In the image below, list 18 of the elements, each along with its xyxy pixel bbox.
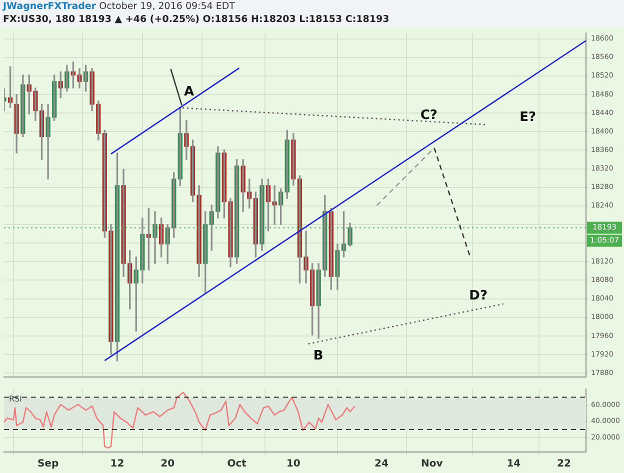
x-tick-label: 20 <box>160 458 175 470</box>
x-tick-label: Sep <box>37 458 59 470</box>
chart-subtitle: FX:US30, 180 18193 ▲ +46 (+0.25%) O:18156 H:18203 L:18153 C:18193 <box>3 13 390 26</box>
x-tick-label: 10 <box>286 458 300 470</box>
text: RSI <box>9 394 22 404</box>
x-tick-label: 14 <box>506 458 521 470</box>
x-tick-label: 22 <box>557 458 571 470</box>
annotation: E? <box>520 110 536 125</box>
x-tick-label: 24 <box>374 458 389 470</box>
chart-title: JWagnerFXTrader <box>3 1 96 12</box>
annotation: B <box>313 348 324 364</box>
x-tick-label: Oct <box>227 458 247 470</box>
text: October 19, 2016 09:54 EDT <box>99 1 235 12</box>
annotation: A <box>184 84 194 100</box>
annotation: C? <box>420 108 438 124</box>
x-tick-label: 12 <box>110 458 124 470</box>
x-tick-label: Nov <box>420 458 444 470</box>
annotation: D? <box>469 288 488 304</box>
